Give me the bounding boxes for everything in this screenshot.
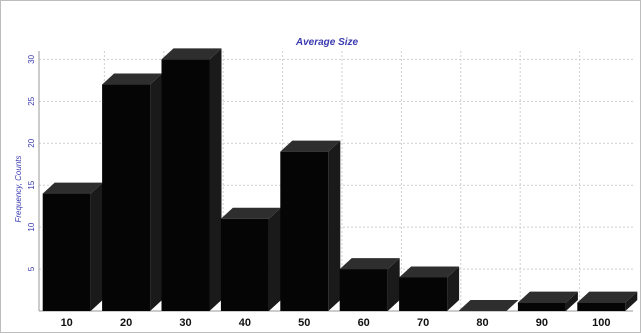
bar-30: [161, 48, 222, 312]
bar-top: [458, 300, 519, 311]
x-tick-label: 60: [358, 317, 370, 329]
bar-front: [577, 302, 626, 311]
bar-40: [220, 207, 281, 311]
bar-side: [625, 291, 638, 311]
chart-title: Average Size: [295, 37, 359, 48]
bar-top: [161, 48, 222, 60]
y-tick-label: 20: [27, 138, 36, 147]
bar-100: [577, 291, 638, 311]
bar-side: [268, 207, 281, 311]
bar-front: [161, 59, 210, 311]
bar-front: [280, 151, 329, 311]
bar-side: [447, 266, 460, 311]
y-tick-label: 30: [27, 54, 36, 63]
bar-side: [328, 140, 341, 311]
bar-front: [517, 302, 566, 311]
bar-top: [102, 73, 163, 85]
bar-70: [399, 266, 460, 311]
bar-top: [42, 182, 103, 194]
x-tick-label: 80: [476, 317, 488, 329]
bar-80: [458, 300, 519, 311]
bar-10: [42, 182, 103, 311]
bar-side: [565, 291, 578, 311]
bar-top: [220, 207, 281, 219]
bar-top: [280, 140, 341, 152]
y-tick-label: 15: [27, 180, 36, 189]
x-tick-label: 50: [298, 317, 310, 329]
y-tick-label: 25: [27, 96, 36, 105]
x-tick-label: 100: [592, 317, 610, 329]
bar-front: [339, 269, 388, 311]
bar-front: [42, 193, 91, 311]
y-tick-label: 5: [27, 266, 36, 271]
bar-60: [339, 258, 400, 311]
bar-top: [339, 258, 400, 270]
bar-side: [150, 73, 163, 311]
bar-50: [280, 140, 341, 311]
x-tick-label: 40: [239, 317, 251, 329]
bar-front: [220, 218, 269, 311]
bar-side: [387, 258, 400, 311]
bars-layer: [42, 48, 638, 312]
bar-front: [102, 84, 151, 311]
bar-front: [399, 277, 448, 311]
bar-side: [90, 182, 103, 311]
y-axis-label: Frequency, Counts: [14, 156, 23, 223]
bar-top: [577, 291, 638, 303]
x-tick-label: 70: [417, 317, 429, 329]
bar-top: [517, 291, 578, 303]
x-tick-label: 10: [61, 317, 73, 329]
x-tick-label: 90: [536, 317, 548, 329]
bar-top: [399, 266, 460, 278]
x-tick-label: 30: [179, 317, 191, 329]
y-tick-label: 10: [27, 222, 36, 231]
x-tick-label: 20: [120, 317, 132, 329]
bar-90: [517, 291, 578, 311]
bar-20: [102, 73, 163, 311]
bar-side: [209, 48, 222, 312]
labels-layer: 5 10 15 20 25 30 10 20 30 40 50 60 70 80 90 100: [27, 54, 610, 329]
